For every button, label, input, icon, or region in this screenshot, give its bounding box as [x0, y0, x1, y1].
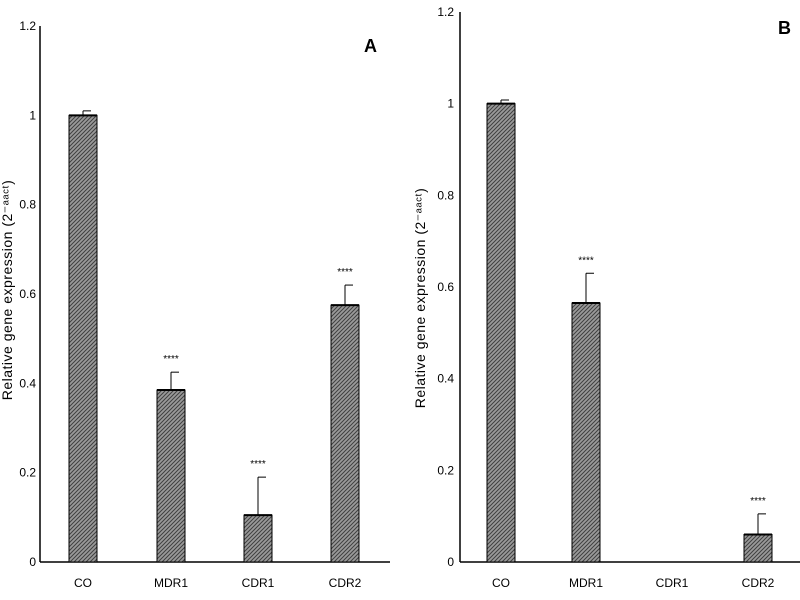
panel-a-y-axis-label: Relative gene expression (2⁻ᵃᵃᶜᵗ)	[0, 180, 15, 401]
panel-b-y-tick-label: 0.8	[437, 188, 454, 202]
panel-a-letter: A	[364, 36, 377, 56]
panel-a-significance-mdr1: ****	[163, 354, 179, 365]
panel-b-significance-cdr2: ****	[750, 496, 766, 507]
panel-b-category-label-cdr2: CDR2	[742, 576, 775, 590]
panel-b-y-axis-label: Relative gene expression (2⁻ᵃᵃᶜᵗ)	[412, 188, 428, 409]
panel-a-significance-cdr1: ****	[250, 459, 266, 470]
panel-a-y-tick-label: 1.2	[19, 19, 36, 33]
panel-b-significance-mdr1: ****	[578, 255, 594, 266]
panel-a-y-tick-label: 1	[29, 108, 36, 122]
panel-b-bar-mdr1	[571, 302, 601, 563]
panel-a-y-tick-label: 0.4	[19, 376, 36, 390]
panel-a-chart: Relative gene expression (2⁻ᵃᵃᶜᵗ) A 0 0.2…	[0, 19, 390, 590]
panel-a-y-tick-label: 0.8	[19, 198, 36, 212]
panel-a-y-tick-label: 0.6	[19, 287, 36, 301]
panel-b-y-tick-label: 0	[447, 555, 454, 569]
panel-b-category-label-co: CO	[492, 576, 510, 590]
panel-b-bar-cdr2	[743, 534, 773, 563]
panel-a-bar-mdr1	[156, 389, 186, 563]
panel-b-y-tick-label: 0.4	[437, 372, 454, 386]
panel-b-y-tick-label: 1.2	[437, 5, 454, 19]
panel-a-category-label-co: CO	[74, 576, 92, 590]
panel-b-y-tick-label: 0.2	[437, 463, 454, 477]
panel-a-significance-cdr2: ****	[337, 267, 353, 278]
panel-a-category-label-cdr2: CDR2	[329, 576, 362, 590]
panel-b-category-label-mdr1: MDR1	[569, 576, 603, 590]
panel-b-chart: Relative gene expression (2⁻ᵃᵃᶜᵗ) B 0 0.2…	[412, 5, 800, 590]
panel-a-bar-co	[68, 114, 98, 563]
panel-a-y-tick-label: 0.2	[19, 466, 36, 480]
panel-a-bar-cdr1	[243, 514, 273, 563]
panel-b-bar-co	[486, 103, 516, 563]
panel-b-category-label-cdr1: CDR1	[656, 576, 689, 590]
panel-b-y-tick-label: 0.6	[437, 280, 454, 294]
panel-a-category-label-cdr1: CDR1	[242, 576, 275, 590]
panel-b-letter: B	[778, 18, 791, 38]
panel-a-category-label-mdr1: MDR1	[154, 576, 188, 590]
panel-a-y-tick-label: 0	[29, 555, 36, 569]
panel-a-bar-cdr2	[330, 304, 360, 563]
panel-b-y-tick-label: 1	[447, 97, 454, 111]
